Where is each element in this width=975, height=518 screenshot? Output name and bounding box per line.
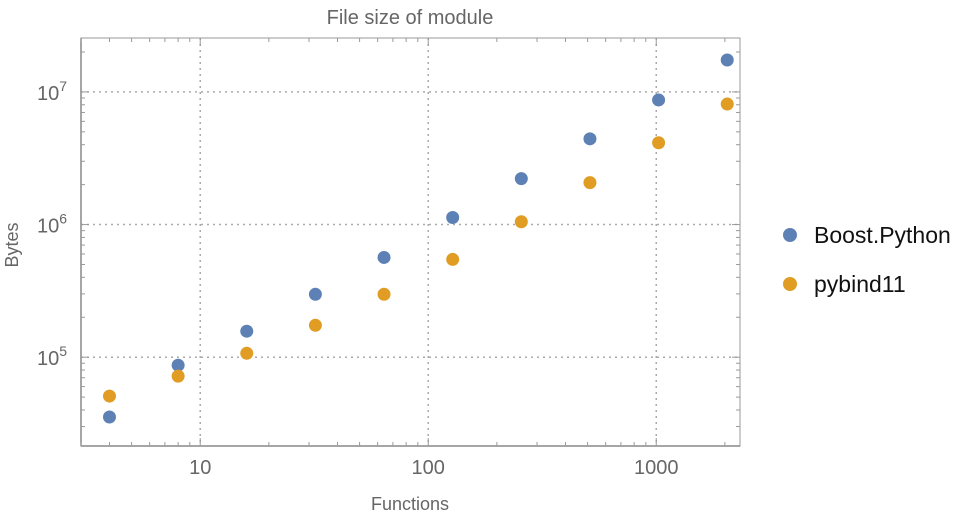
- point-pybind11: [720, 97, 734, 111]
- point-pybind11: [240, 346, 254, 360]
- legend-item-boost-python: Boost.Python: [783, 222, 951, 248]
- point-pybind11: [102, 389, 116, 403]
- x-axis-label: Functions: [371, 494, 449, 513]
- point-boost-python: [583, 132, 597, 146]
- point-pybind11: [308, 318, 322, 332]
- y-tick-label: 105: [37, 343, 67, 370]
- point-boost-python: [308, 287, 322, 301]
- y-axis-label: Bytes: [2, 222, 22, 267]
- x-tick-label: 10: [189, 457, 211, 479]
- legend: Boost.Python pybind11: [783, 222, 951, 297]
- x-tick-label: 1000: [634, 457, 679, 479]
- data-points: [102, 53, 734, 424]
- point-pybind11: [514, 215, 528, 229]
- point-boost-python: [171, 358, 185, 372]
- point-pybind11: [171, 369, 185, 383]
- legend-marker-boost-python: [783, 228, 797, 242]
- x-tick-label: 100: [412, 457, 445, 479]
- legend-item-pybind11: pybind11: [783, 271, 906, 297]
- grid: [81, 38, 740, 446]
- point-boost-python: [240, 324, 254, 338]
- point-pybind11: [446, 252, 460, 266]
- point-boost-python: [102, 410, 116, 424]
- plot-frame: [80, 37, 741, 447]
- y-tick-label: 106: [37, 211, 67, 238]
- point-boost-python: [446, 211, 460, 225]
- point-pybind11: [377, 287, 391, 301]
- point-boost-python: [377, 250, 391, 264]
- point-boost-python: [652, 93, 666, 107]
- y-tick-label: 107: [37, 78, 67, 105]
- point-pybind11: [652, 136, 666, 150]
- point-boost-python: [720, 53, 734, 67]
- axis-ticks: 10 100 1000 105 106 107: [37, 38, 740, 479]
- chart-title: File size of module: [327, 7, 494, 29]
- plot-border: [80, 37, 741, 447]
- point-boost-python: [514, 172, 528, 186]
- legend-label-pybind11: pybind11: [814, 271, 906, 297]
- legend-marker-pybind11: [783, 277, 797, 291]
- point-pybind11: [583, 176, 597, 190]
- legend-label-boost-python: Boost.Python: [814, 222, 951, 248]
